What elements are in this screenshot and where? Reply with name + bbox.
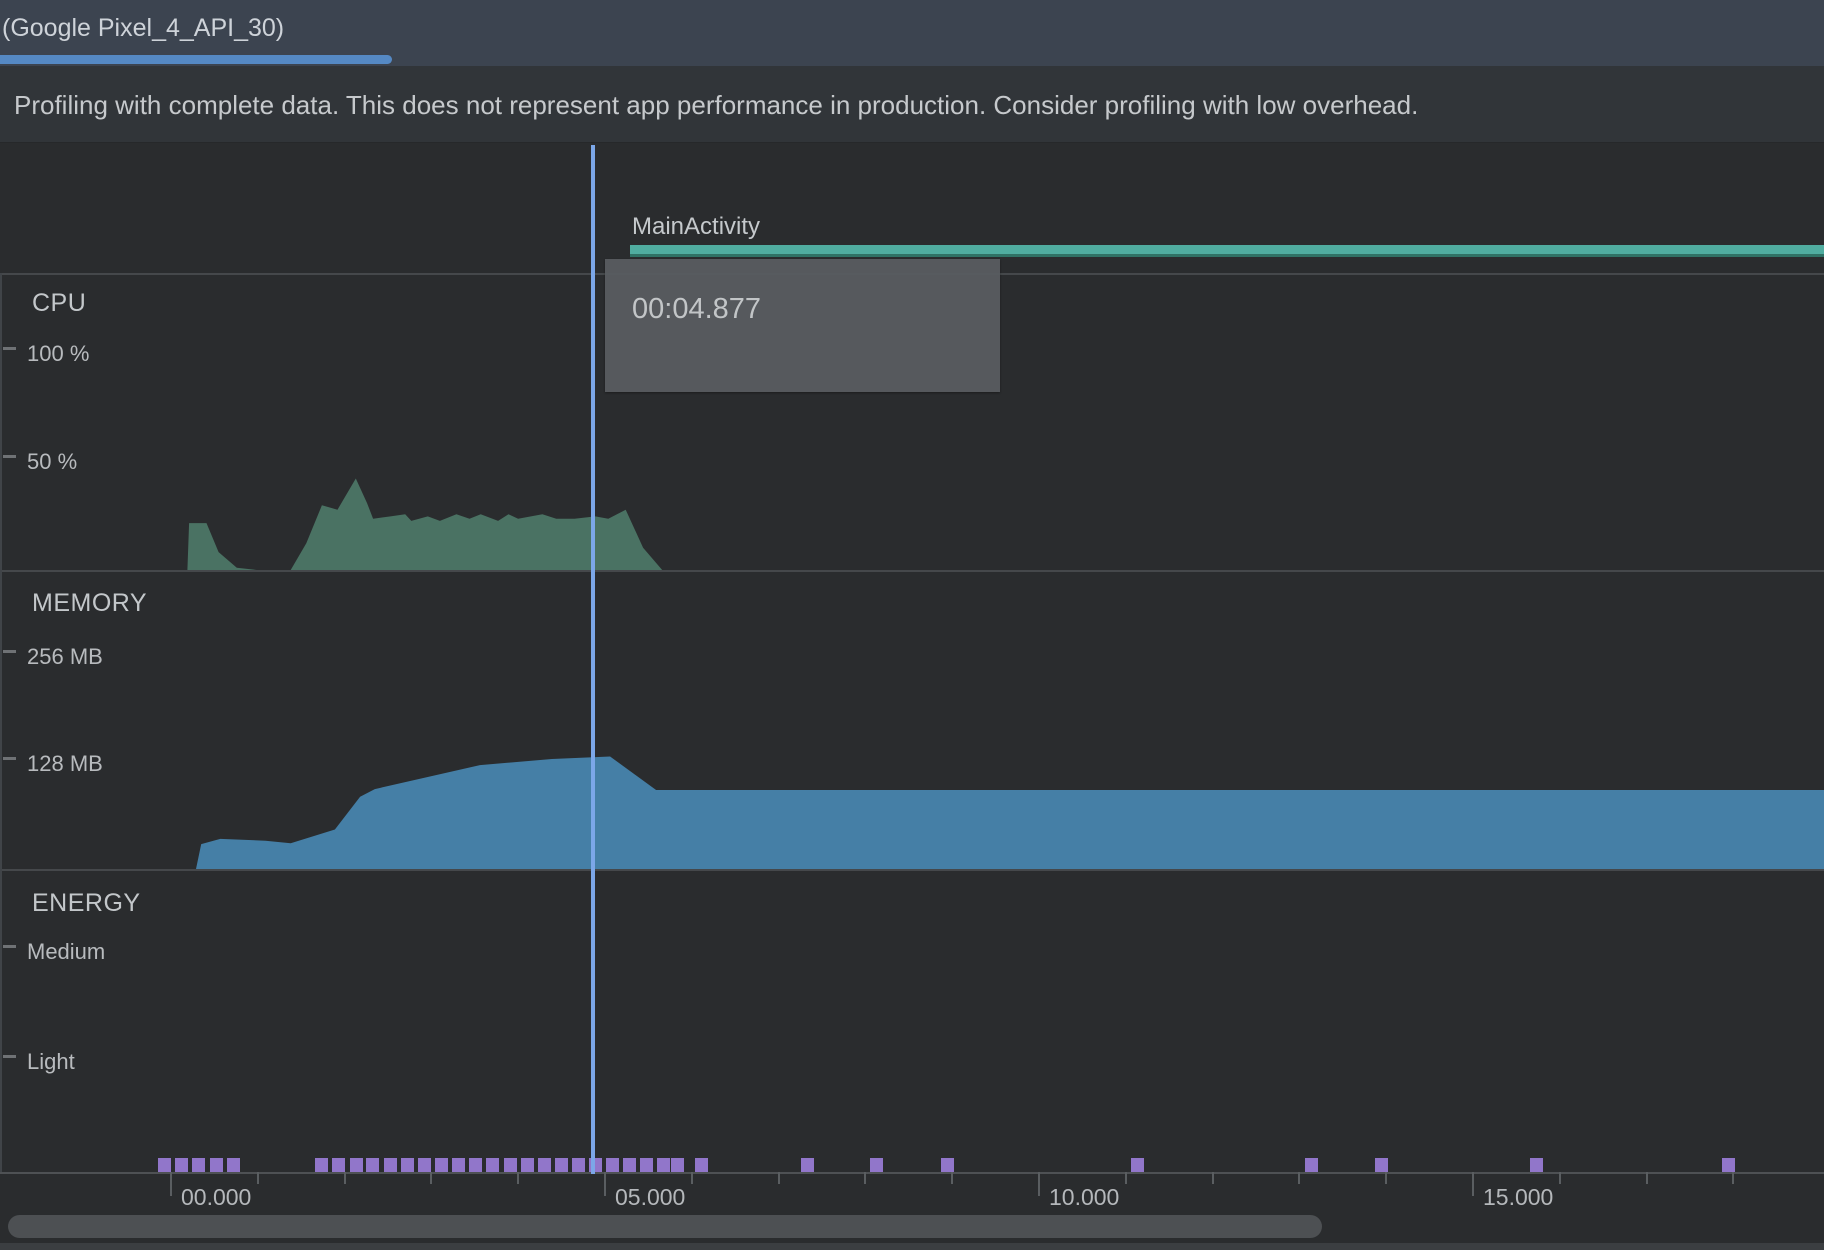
session-tab[interactable]: (Google Pixel_4_API_30) bbox=[0, 0, 392, 66]
axis-tick-label-cpu: 100 % bbox=[27, 341, 90, 366]
user-event-marker[interactable] bbox=[869, 1158, 883, 1172]
profiling-mode-banner: Profiling with complete data. This does … bbox=[0, 66, 1824, 143]
axis-tick-dash-energy bbox=[3, 945, 16, 948]
section-separator-memory-energy bbox=[0, 869, 1824, 871]
user-event-marker[interactable] bbox=[210, 1158, 223, 1172]
section-title-cpu: CPU bbox=[32, 289, 87, 317]
time-axis-label: 05.000 bbox=[615, 1184, 686, 1210]
user-event-marker[interactable] bbox=[695, 1158, 709, 1172]
time-axis-line bbox=[0, 1172, 1824, 1174]
memory-usage-chart[interactable] bbox=[0, 570, 1824, 869]
time-axis-minor-tick bbox=[256, 1172, 259, 1184]
tab-bar: (Google Pixel_4_API_30) bbox=[0, 0, 1824, 66]
axis-tick-label-energy: Light bbox=[27, 1049, 75, 1074]
user-event-marker[interactable] bbox=[383, 1158, 397, 1172]
axis-tick-label-memory: 128 MB bbox=[27, 751, 103, 776]
time-axis-label: 15.000 bbox=[1483, 1184, 1554, 1210]
user-event-marker[interactable] bbox=[468, 1158, 482, 1172]
axis-tick-dash-cpu bbox=[3, 347, 16, 350]
time-axis-label: 10.000 bbox=[1049, 1184, 1120, 1210]
profiler-timeline[interactable]: MainActivity CPU 100 % 50 % MEMORY 256 MB 128… bbox=[0, 143, 1824, 1250]
user-event-marker[interactable] bbox=[504, 1158, 518, 1172]
time-axis-minor-tick bbox=[517, 1172, 520, 1184]
user-event-marker[interactable] bbox=[1305, 1158, 1319, 1172]
horizontal-scrollbar-thumb[interactable] bbox=[8, 1215, 1322, 1238]
user-event-marker[interactable] bbox=[434, 1158, 448, 1172]
cpu-area-series bbox=[187, 478, 663, 570]
user-event-marker[interactable] bbox=[554, 1158, 568, 1172]
section-title-memory: MEMORY bbox=[32, 589, 148, 617]
session-tab-active-indicator bbox=[0, 55, 392, 64]
memory-area-series bbox=[196, 756, 1824, 869]
time-axis-minor-tick bbox=[690, 1172, 693, 1184]
user-event-marker[interactable] bbox=[157, 1158, 171, 1172]
user-event-marker[interactable] bbox=[538, 1158, 552, 1172]
playhead-line[interactable] bbox=[591, 145, 596, 1174]
user-event-marker[interactable] bbox=[191, 1158, 205, 1172]
time-axis-minor-tick bbox=[1385, 1172, 1388, 1184]
axis-tick-dash-cpu bbox=[3, 455, 16, 458]
user-event-marker[interactable] bbox=[332, 1158, 346, 1172]
time-axis-minor-tick bbox=[864, 1172, 867, 1184]
time-axis-minor-tick bbox=[951, 1172, 954, 1184]
axis-tick-label-memory: 256 MB bbox=[27, 644, 103, 669]
section-separator-cpu-memory bbox=[0, 570, 1824, 572]
time-axis-minor-tick bbox=[1645, 1172, 1648, 1184]
user-event-marker[interactable] bbox=[670, 1158, 684, 1172]
time-tooltip: 00:04.877 bbox=[605, 259, 1000, 392]
user-event-marker[interactable] bbox=[315, 1158, 329, 1172]
activity-name-label: MainActivity bbox=[632, 213, 761, 240]
user-event-marker[interactable] bbox=[571, 1158, 585, 1172]
time-axis-minor-tick bbox=[1124, 1172, 1127, 1184]
time-axis-minor-tick bbox=[1298, 1172, 1301, 1184]
axis-tick-dash-memory bbox=[3, 757, 16, 760]
axis-tick-dash-energy bbox=[3, 1055, 16, 1058]
time-axis-minor-tick bbox=[777, 1172, 780, 1184]
user-event-marker[interactable] bbox=[366, 1158, 380, 1172]
user-event-marker[interactable] bbox=[175, 1158, 189, 1172]
user-event-marker[interactable] bbox=[349, 1158, 363, 1172]
user-event-marker[interactable] bbox=[940, 1158, 954, 1172]
user-event-marker[interactable] bbox=[605, 1158, 619, 1172]
user-event-marker[interactable] bbox=[418, 1158, 432, 1172]
time-axis-minor-tick bbox=[1558, 1172, 1561, 1184]
user-event-marker[interactable] bbox=[400, 1158, 414, 1172]
time-axis-major-tick bbox=[170, 1172, 172, 1196]
axis-tick-label-energy: Medium bbox=[27, 939, 106, 964]
time-axis-major-tick bbox=[1038, 1172, 1040, 1196]
axis-tick-dash-memory bbox=[3, 650, 16, 653]
user-event-marker[interactable] bbox=[520, 1158, 534, 1172]
user-event-marker[interactable] bbox=[801, 1158, 815, 1172]
user-event-marker[interactable] bbox=[227, 1158, 241, 1172]
time-axis-major-tick bbox=[1472, 1172, 1474, 1196]
axis-tick-label-cpu: 50 % bbox=[27, 449, 78, 474]
user-event-marker[interactable] bbox=[1374, 1158, 1388, 1172]
cpu-usage-chart[interactable] bbox=[0, 273, 1824, 570]
session-tab-label: (Google Pixel_4_API_30) bbox=[2, 14, 285, 42]
activity-lifecycle-bar[interactable] bbox=[630, 245, 1824, 257]
section-title-energy: ENERGY bbox=[32, 889, 141, 917]
user-event-marker[interactable] bbox=[1722, 1158, 1736, 1172]
time-axis-major-tick bbox=[604, 1172, 606, 1196]
time-axis-minor-tick bbox=[1732, 1172, 1735, 1184]
bottom-panel-edge bbox=[0, 1243, 1824, 1250]
time-tooltip-value: 00:04.877 bbox=[632, 293, 762, 325]
user-event-marker[interactable] bbox=[1530, 1158, 1544, 1172]
user-event-marker[interactable] bbox=[1130, 1158, 1144, 1172]
user-event-marker[interactable] bbox=[623, 1158, 637, 1172]
user-event-marker[interactable] bbox=[639, 1158, 653, 1172]
profiling-banner-text: Profiling with complete data. This does … bbox=[14, 90, 1419, 120]
timeline-left-edge bbox=[0, 273, 2, 1173]
time-axis-label: 00.000 bbox=[181, 1184, 252, 1210]
user-event-marker[interactable] bbox=[486, 1158, 500, 1172]
user-event-marker[interactable] bbox=[452, 1158, 466, 1172]
user-event-marker[interactable] bbox=[657, 1158, 671, 1172]
time-axis-minor-tick bbox=[430, 1172, 433, 1184]
time-axis-minor-tick bbox=[1211, 1172, 1214, 1184]
time-axis-minor-tick bbox=[343, 1172, 346, 1184]
